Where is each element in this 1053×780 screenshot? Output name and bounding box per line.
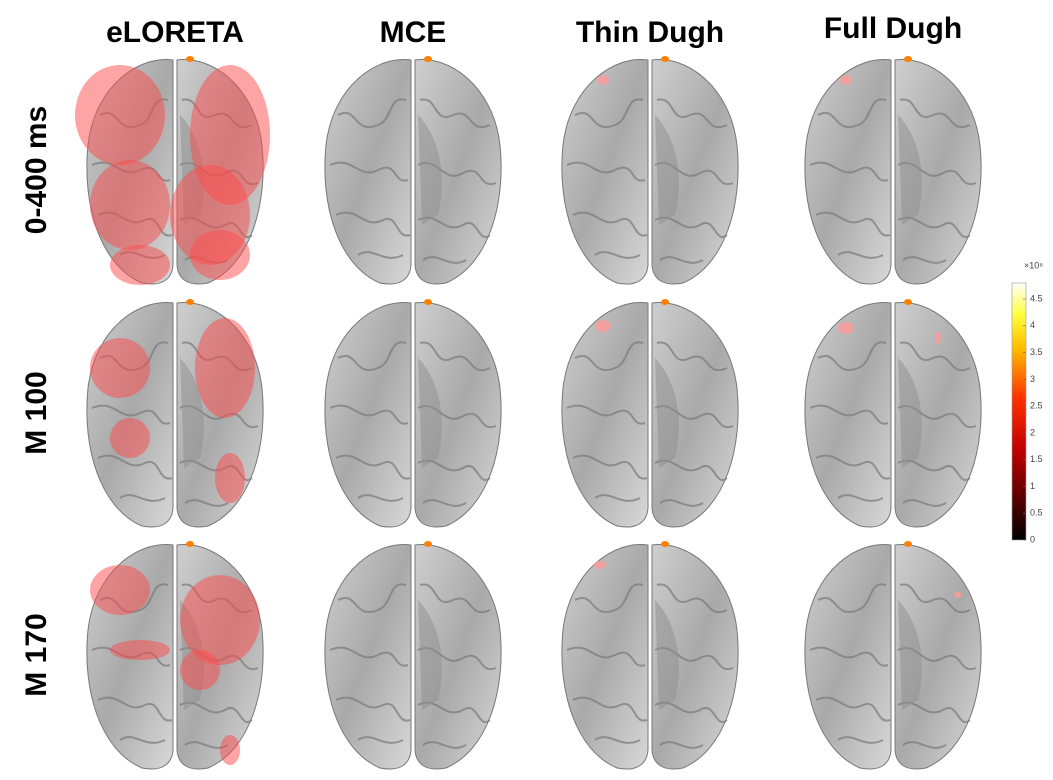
row-label: M 100 xyxy=(20,371,53,454)
activation-overlay xyxy=(75,65,165,165)
brain-panel xyxy=(75,56,270,285)
colorbar-tick-label: 0 xyxy=(1030,534,1035,544)
column-header: Full Dugh xyxy=(824,12,962,45)
brain-panel xyxy=(803,299,983,528)
colorbar-tick-label: 2 xyxy=(1030,427,1035,437)
brain xyxy=(323,301,503,528)
activation-hotspot xyxy=(661,299,669,305)
activation-overlay xyxy=(110,245,170,285)
colorbar-tick-label: 1 xyxy=(1030,481,1035,491)
activation-overlay xyxy=(220,735,240,765)
colorbar-tick-label: 4.5 xyxy=(1030,293,1043,303)
brain xyxy=(560,301,740,528)
colorbar-tick-label: 2.5 xyxy=(1030,401,1043,411)
activation-hotspot xyxy=(904,299,912,305)
activation-hotspot xyxy=(186,56,194,62)
brain-panel xyxy=(560,541,740,770)
activation-overlay xyxy=(90,565,150,615)
colorbar: ×10⁸ 0 0.5 1 1.5 2 2.5 3 3.5 4 4.5 xyxy=(1011,260,1043,544)
brain-panel xyxy=(85,541,265,770)
activation-hotspot xyxy=(661,56,669,62)
colorbar-tick-label: 4 xyxy=(1030,320,1035,330)
row-label: M 170 xyxy=(20,613,53,696)
colorbar-tick-label: 0.5 xyxy=(1030,508,1043,518)
activation-overlay xyxy=(215,453,245,503)
brain-panel xyxy=(803,56,983,285)
column-headers: eLORETA MCE Thin Dugh Full Dugh xyxy=(106,12,962,49)
activation-overlay xyxy=(840,75,852,85)
colorbar-gradient xyxy=(1011,282,1027,541)
colorbar-scale-label: ×10⁸ xyxy=(1024,260,1043,270)
brain-panel xyxy=(560,56,740,285)
activation-overlay xyxy=(595,320,611,332)
brain-panel xyxy=(323,56,503,285)
brain xyxy=(560,543,740,770)
colorbar-tick-label: 1.5 xyxy=(1030,454,1043,464)
activation-hotspot xyxy=(904,56,912,62)
activation-overlay xyxy=(190,230,250,280)
activation-overlay xyxy=(195,318,255,418)
activation-hotspot xyxy=(661,541,669,547)
column-header: Thin Dugh xyxy=(576,16,724,49)
activation-hotspot xyxy=(424,56,432,62)
activation-hotspot xyxy=(424,299,432,305)
brain xyxy=(803,543,983,770)
brain-panel xyxy=(323,299,503,528)
brain xyxy=(560,58,740,285)
column-header: MCE xyxy=(380,16,447,49)
colorbar-tick-label: 3.5 xyxy=(1030,347,1043,357)
brain xyxy=(803,58,983,285)
brain-panel xyxy=(803,541,983,770)
activation-overlay xyxy=(110,640,170,660)
activation-hotspot xyxy=(186,299,194,305)
activation-hotspot xyxy=(424,541,432,547)
activation-overlay xyxy=(180,575,260,665)
colorbar-tick-label: 3 xyxy=(1030,374,1035,384)
panels xyxy=(75,56,983,770)
activation-overlay xyxy=(597,75,609,85)
activation-overlay xyxy=(935,332,941,344)
column-header: eLORETA xyxy=(106,16,244,49)
brain-panel xyxy=(85,299,265,528)
activation-overlay xyxy=(110,418,150,458)
activation-overlay xyxy=(954,592,962,598)
brain-panel xyxy=(560,299,740,528)
activation-overlay xyxy=(838,322,854,334)
brain xyxy=(323,543,503,770)
activation-hotspot xyxy=(904,541,912,547)
brain xyxy=(323,58,503,285)
row-labels: 0-400 ms M 100 M 170 xyxy=(20,106,53,697)
activation-overlay xyxy=(90,338,150,398)
brain xyxy=(803,301,983,528)
brain-panel xyxy=(323,541,503,770)
activation-hotspot xyxy=(186,541,194,547)
activation-overlay xyxy=(90,160,170,250)
activation-overlay xyxy=(594,561,606,569)
activation-overlay xyxy=(180,650,220,690)
row-label: 0-400 ms xyxy=(20,106,53,234)
